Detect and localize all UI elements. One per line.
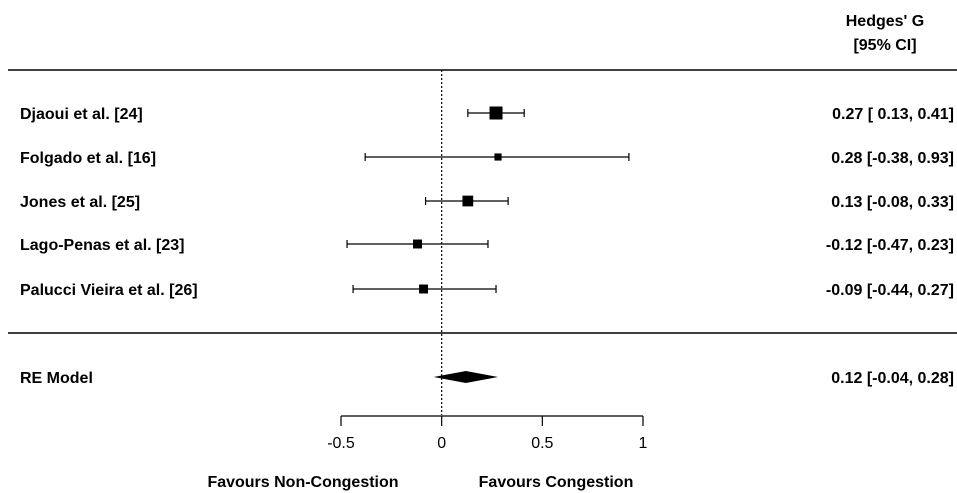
point-estimate — [489, 106, 503, 120]
x-tick-label: -0.5 — [327, 435, 355, 452]
column-header-line-2: [95% CI] — [853, 37, 916, 54]
x-axis: -0.5 0 0.5 1 — [327, 415, 648, 452]
favours-left-label: Favours Non-Congestion — [207, 474, 398, 491]
point-estimate — [419, 284, 429, 294]
study-row: Lago-Penas et al. [23] -0.12 [-0.47, 0.23… — [20, 237, 954, 254]
column-header-line-1: Hedges' G — [846, 13, 925, 30]
ci-text: 0.28 [-0.38, 0.93] — [831, 150, 954, 167]
favours-right-label: Favours Congestion — [479, 474, 634, 491]
study-row: Palucci Vieira et al. [26] -0.09 [-0.44, … — [20, 282, 954, 299]
x-tick-label: 1 — [639, 435, 648, 452]
point-estimate — [462, 195, 474, 207]
summary-label: RE Model — [20, 370, 93, 387]
summary-ci-text: 0.12 [-0.04, 0.28] — [831, 370, 954, 387]
study-label: Jones et al. [25] — [20, 194, 140, 211]
study-row: Jones et al. [25] 0.13 [-0.08, 0.33] — [20, 194, 954, 211]
x-tick-label: 0.5 — [531, 435, 553, 452]
ci-text: -0.12 [-0.47, 0.23] — [826, 237, 954, 254]
study-row: Djaoui et al. [24] 0.27 [ 0.13, 0.41] — [20, 106, 954, 123]
point-estimate — [413, 239, 422, 249]
summary-row: RE Model 0.12 [-0.04, 0.28] — [20, 370, 954, 387]
study-label: Djaoui et al. [24] — [20, 106, 143, 123]
study-row: Folgado et al. [16] 0.28 [-0.38, 0.93] — [20, 150, 954, 167]
ci-text: 0.13 [-0.08, 0.33] — [831, 194, 954, 211]
ci-text: 0.27 [ 0.13, 0.41] — [832, 106, 954, 123]
study-label: Palucci Vieira et al. [26] — [20, 282, 198, 299]
column-header: Hedges' G [95% CI] — [846, 13, 925, 54]
summary-diamond — [433, 371, 499, 383]
point-estimate — [494, 153, 502, 161]
study-label: Lago-Penas et al. [23] — [20, 237, 185, 254]
ci-text: -0.09 [-0.44, 0.27] — [826, 282, 954, 299]
study-label: Folgado et al. [16] — [20, 150, 156, 167]
study-rows: Djaoui et al. [24] 0.27 [ 0.13, 0.41] Folg… — [20, 106, 954, 299]
x-tick-label: 0 — [437, 435, 446, 452]
